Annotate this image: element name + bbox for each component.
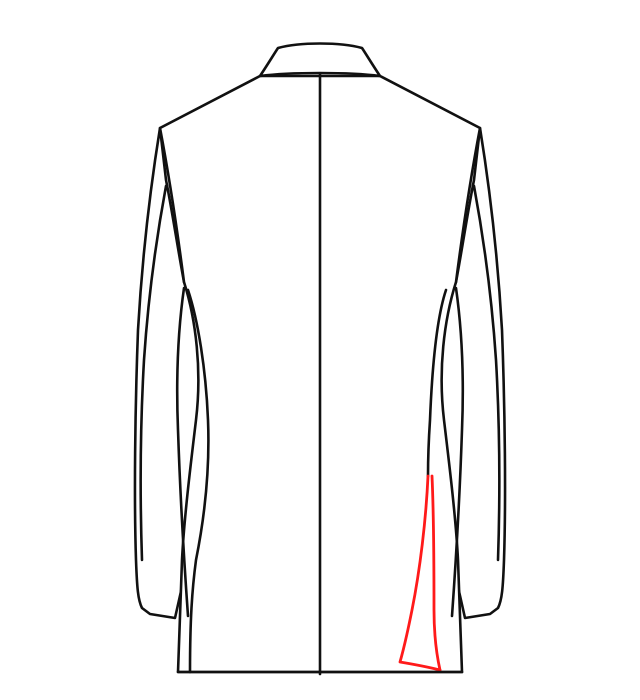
right-side-seam-inner <box>426 288 448 478</box>
collar <box>258 42 382 78</box>
side-vent-highlight-inner <box>430 474 442 672</box>
side-vent-highlight-outer <box>398 474 442 672</box>
left-side-seam-outer <box>175 286 190 618</box>
right-side-seam-outer <box>450 286 465 618</box>
left-sleeve-seam <box>139 184 168 562</box>
left-side-seam-inner <box>186 288 210 674</box>
right-sleeve-seam <box>472 184 501 562</box>
